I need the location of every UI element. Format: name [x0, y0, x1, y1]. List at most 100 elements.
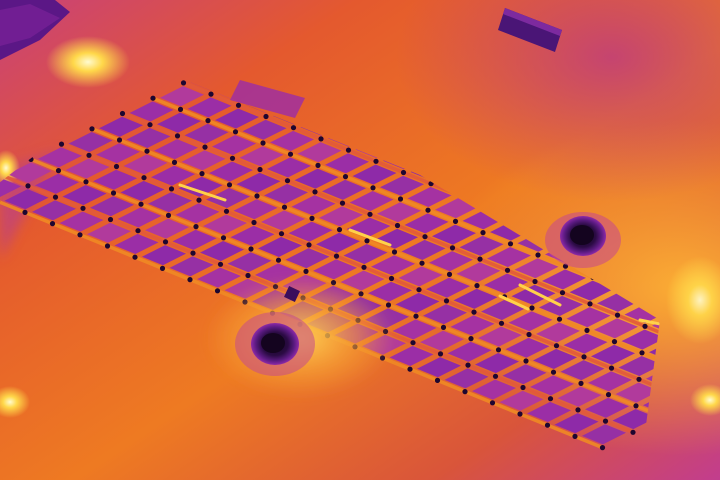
- solar-panel: [444, 368, 489, 389]
- panel-mount-point: [504, 267, 511, 273]
- panel-mount-point: [599, 445, 606, 451]
- panel-mount-point: [367, 211, 373, 217]
- panel-mount-point: [174, 133, 181, 139]
- panel-mount-point: [135, 228, 141, 234]
- panel-hot-streak: [518, 283, 562, 307]
- solar-panel: [148, 192, 192, 213]
- panel-mount-point: [584, 327, 590, 333]
- solar-panel: [542, 269, 586, 290]
- panel-mount-point: [168, 186, 175, 192]
- solar-panel: [487, 247, 531, 268]
- solar-panel: [585, 397, 629, 418]
- panel-mount-point: [290, 125, 297, 131]
- panel-mount-point: [416, 287, 422, 293]
- solar-panel: [126, 127, 171, 148]
- solar-panel: [178, 176, 223, 197]
- panel-mount-point: [193, 224, 199, 230]
- panel-mount-point: [287, 151, 294, 157]
- panel-mount-point: [110, 190, 117, 196]
- panel-mount-point: [523, 358, 529, 364]
- panel-mount-point: [22, 209, 28, 215]
- panel-row-gap: [152, 96, 660, 358]
- panel-mount-point: [425, 207, 431, 213]
- panel-mount-point: [55, 168, 62, 174]
- panel-mount-point: [572, 433, 578, 439]
- solar-panel: [530, 375, 574, 396]
- panel-mount-point: [575, 407, 581, 413]
- solar-panel: [184, 123, 229, 144]
- solar-panel: [151, 165, 195, 186]
- solar-panel: [511, 284, 556, 305]
- hotspot-bottom-left: [0, 386, 30, 418]
- panel-mount-point: [83, 179, 89, 185]
- solar-panel: [203, 214, 247, 235]
- solar-panel: [404, 213, 449, 234]
- solar-panel: [536, 322, 580, 343]
- solar-panel: [187, 97, 232, 118]
- panel-mount-point: [132, 254, 138, 260]
- solar-panel: [120, 180, 165, 201]
- panel-mount-point: [205, 118, 211, 124]
- panel-mount-point: [339, 200, 346, 206]
- solar-panel: [255, 263, 299, 284]
- panel-row-gap: [91, 127, 660, 389]
- panel-mount-point: [400, 169, 407, 176]
- panel-mount-point: [52, 194, 59, 200]
- panel-mount-point: [278, 231, 285, 237]
- panel-hot-streak: [638, 318, 660, 332]
- solar-panel: [157, 112, 201, 133]
- solar-panel: [129, 101, 174, 122]
- solar-panel: [145, 218, 189, 239]
- panel-mount-point: [578, 380, 584, 386]
- panel-mount-point: [639, 350, 645, 356]
- solar-panel: [32, 200, 76, 221]
- solar-panel: [313, 259, 357, 280]
- panel-mount-point: [214, 288, 221, 294]
- solar-panel: [621, 329, 660, 350]
- panel-mount-point: [254, 193, 260, 199]
- panel-mount-point: [284, 178, 291, 184]
- panel-mount-point: [177, 106, 184, 112]
- panel-mount-point: [232, 129, 239, 135]
- panel-mount-point: [373, 158, 379, 164]
- panel-mount-point: [281, 204, 288, 210]
- solar-panel: [181, 150, 226, 171]
- panel-mount-point: [336, 227, 343, 233]
- solar-panel: [450, 315, 495, 336]
- panel-mount-point: [226, 182, 233, 188]
- panel-mount-point: [345, 147, 352, 153]
- skylight: [498, 8, 562, 52]
- solar-panel: [215, 108, 259, 129]
- panel-mount-point: [361, 264, 367, 270]
- panel-mount-point: [434, 377, 441, 383]
- solar-panel: [453, 288, 498, 309]
- panel-mount-point: [180, 80, 187, 86]
- panel-mount-point: [437, 351, 444, 357]
- panel-mount-point: [138, 201, 144, 207]
- solar-panel: [392, 319, 437, 340]
- solar-panel: [90, 196, 134, 217]
- panel-mount-point: [303, 268, 309, 274]
- solar-panel: [459, 235, 504, 256]
- panel-mount-point: [260, 140, 266, 146]
- panel-mount-point: [556, 316, 563, 322]
- panel-mount-point: [150, 95, 156, 101]
- solar-panel: [429, 251, 473, 272]
- solar-panel: [291, 195, 336, 216]
- solar-panel: [123, 154, 168, 175]
- solar-panel: [566, 307, 611, 328]
- small-roof-object: [284, 286, 300, 302]
- solar-panel: [407, 186, 452, 207]
- solar-panel: [87, 222, 131, 243]
- panel-mount-point: [235, 102, 242, 108]
- solar-panel: [514, 258, 559, 279]
- solar-panel: [322, 179, 366, 200]
- solar-panel: [502, 364, 547, 385]
- panel-mount-point: [309, 215, 315, 221]
- solar-panel: [169, 256, 214, 277]
- panel-mount-point: [229, 155, 236, 161]
- panel-mount-point: [196, 197, 202, 203]
- panel-mount-point: [248, 246, 254, 252]
- solar-panel: [7, 162, 52, 183]
- panel-mount-point: [492, 373, 499, 379]
